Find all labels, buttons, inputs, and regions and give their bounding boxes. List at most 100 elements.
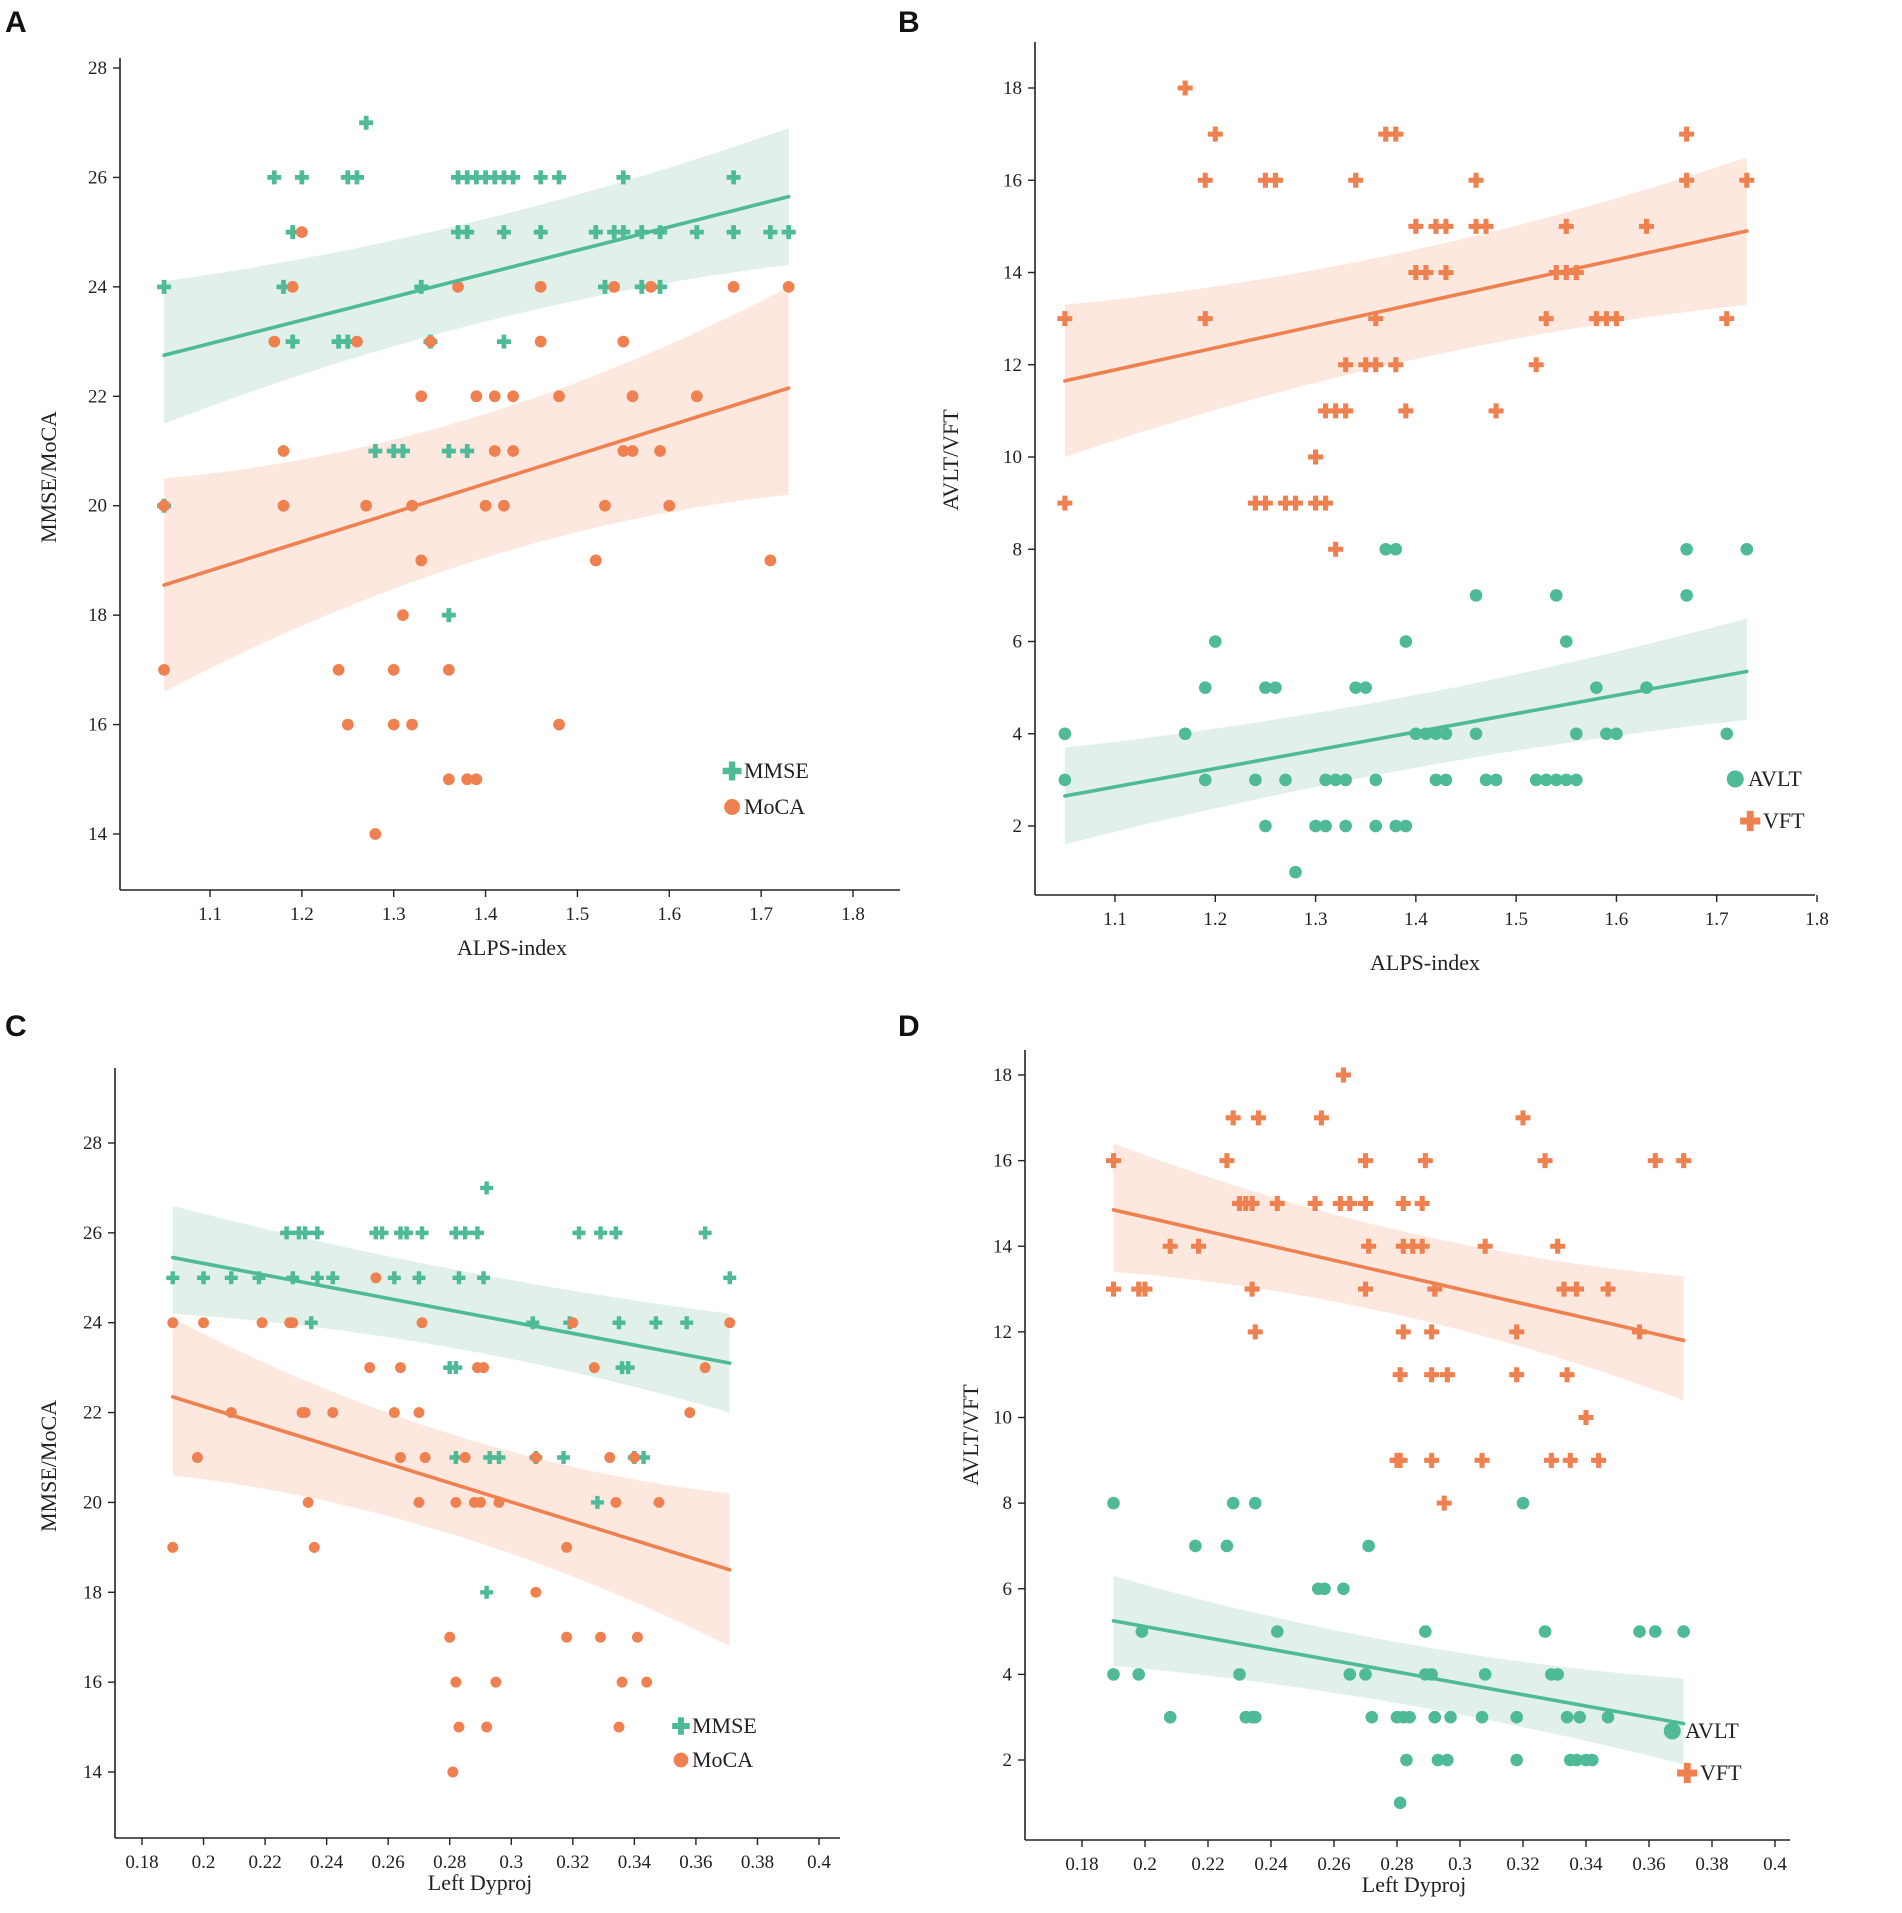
x-tick-label: 0.2 xyxy=(1133,1854,1157,1875)
point-moca xyxy=(415,554,428,567)
point-avlt xyxy=(1439,773,1453,787)
legend-label-moca: MoCA xyxy=(692,1747,753,1772)
point-mmse xyxy=(496,225,511,240)
legend-label-vft: VFT xyxy=(1700,1760,1742,1785)
point-mmse xyxy=(310,1271,324,1285)
point-moca xyxy=(641,1676,653,1688)
point-vft xyxy=(1556,1281,1572,1297)
point-moca xyxy=(488,445,501,457)
point-vft xyxy=(1543,1452,1559,1468)
x-tick-label: 1.8 xyxy=(1805,909,1829,930)
panel-b: B 1.1 1.2 1.3 1.4 1.5 1.6 1.7 1.8 2 4 6 8 10 12 14 16 18 A… xyxy=(898,6,1829,975)
point-mmse xyxy=(483,1451,497,1464)
point-moca xyxy=(654,445,666,457)
point-avlt xyxy=(1289,865,1302,879)
point-moca xyxy=(341,718,354,731)
point-avlt xyxy=(1369,819,1383,833)
point-moca xyxy=(447,1766,459,1778)
point-vft xyxy=(1307,1195,1323,1211)
point-vft xyxy=(1408,265,1424,280)
point-moca xyxy=(645,280,657,293)
x-tick-label: 1.1 xyxy=(1103,909,1127,930)
point-avlt xyxy=(1362,1539,1375,1553)
point-moca xyxy=(490,1676,502,1688)
point-vft xyxy=(1639,218,1655,234)
point-moca xyxy=(589,554,602,567)
point-vft xyxy=(1550,1238,1566,1254)
point-mmse xyxy=(460,225,475,240)
point-avlt xyxy=(1132,1668,1145,1681)
x-tick-label: 0.28 xyxy=(1380,1854,1413,1875)
point-mmse xyxy=(763,225,778,240)
point-moca xyxy=(653,1496,665,1508)
point-moca xyxy=(690,390,703,403)
point-avlt xyxy=(1058,773,1072,787)
point-moca xyxy=(507,445,520,457)
point-mmse xyxy=(480,1181,494,1195)
point-moca xyxy=(369,828,382,840)
point-mmse xyxy=(451,170,466,185)
point-moca xyxy=(277,499,290,512)
point-moca xyxy=(595,1631,606,1643)
point-moca xyxy=(479,499,492,512)
point-vft xyxy=(1468,218,1484,234)
y-tick-label: 16 xyxy=(88,715,107,736)
point-vft xyxy=(1318,495,1334,511)
legend-marker-moca xyxy=(673,1752,689,1768)
x-tick-label: 0.4 xyxy=(807,1852,831,1873)
point-vft xyxy=(1405,1238,1421,1254)
point-vft xyxy=(1488,403,1504,419)
point-moca xyxy=(604,1452,616,1463)
point-mmse xyxy=(653,279,668,294)
point-avlt xyxy=(1559,635,1573,648)
point-avlt xyxy=(1720,727,1734,741)
point-vft xyxy=(1308,449,1324,465)
point-moca xyxy=(478,1362,490,1374)
point-moca xyxy=(561,1541,573,1553)
point-avlt xyxy=(1379,542,1393,556)
y-tick-label: 16 xyxy=(993,1151,1012,1172)
point-avlt xyxy=(1478,1668,1492,1681)
point-moca xyxy=(567,1317,579,1329)
point-avlt xyxy=(1590,681,1603,694)
y-tick-label: 20 xyxy=(83,1492,102,1513)
point-mmse xyxy=(637,1451,651,1464)
y-tick-label: 24 xyxy=(88,277,108,298)
point-mmse xyxy=(449,1226,463,1240)
point-moca xyxy=(442,663,455,676)
point-vft xyxy=(1509,1367,1525,1383)
point-mmse xyxy=(492,1451,506,1464)
point-vft xyxy=(1414,1195,1430,1211)
point-avlt xyxy=(1135,1625,1149,1638)
point-mmse xyxy=(451,225,466,240)
panel-letter: C xyxy=(5,1010,27,1043)
fit-line-mmse xyxy=(170,1255,732,1365)
y-tick-label: 26 xyxy=(83,1223,102,1244)
legend-marker-moca xyxy=(724,799,741,815)
point-mmse xyxy=(452,1271,466,1285)
point-moca xyxy=(699,1362,711,1374)
point-moca xyxy=(388,1407,400,1419)
point-vft xyxy=(1388,126,1404,142)
y-tick-label: 8 xyxy=(1003,1493,1013,1514)
point-vft xyxy=(1328,541,1344,557)
point-vft xyxy=(1608,311,1624,327)
point-avlt xyxy=(1479,773,1493,787)
point-moca xyxy=(553,718,565,731)
point-avlt xyxy=(1601,1710,1615,1724)
x-tick-label: 0.34 xyxy=(1569,1854,1603,1875)
x-tick-label: 0.26 xyxy=(372,1852,405,1873)
point-vft xyxy=(1418,265,1434,280)
point-vft xyxy=(1197,311,1213,327)
point-vft xyxy=(1057,495,1073,511)
point-mmse xyxy=(597,279,612,294)
point-moca xyxy=(782,280,795,293)
point-mmse xyxy=(294,170,309,185)
point-avlt xyxy=(1586,1753,1599,1767)
legend-marker-avlt xyxy=(1726,770,1744,788)
x-tick-label: 1.4 xyxy=(474,904,498,925)
point-avlt xyxy=(1431,1753,1445,1767)
point-mmse xyxy=(166,1271,180,1285)
point-mmse xyxy=(395,444,410,458)
